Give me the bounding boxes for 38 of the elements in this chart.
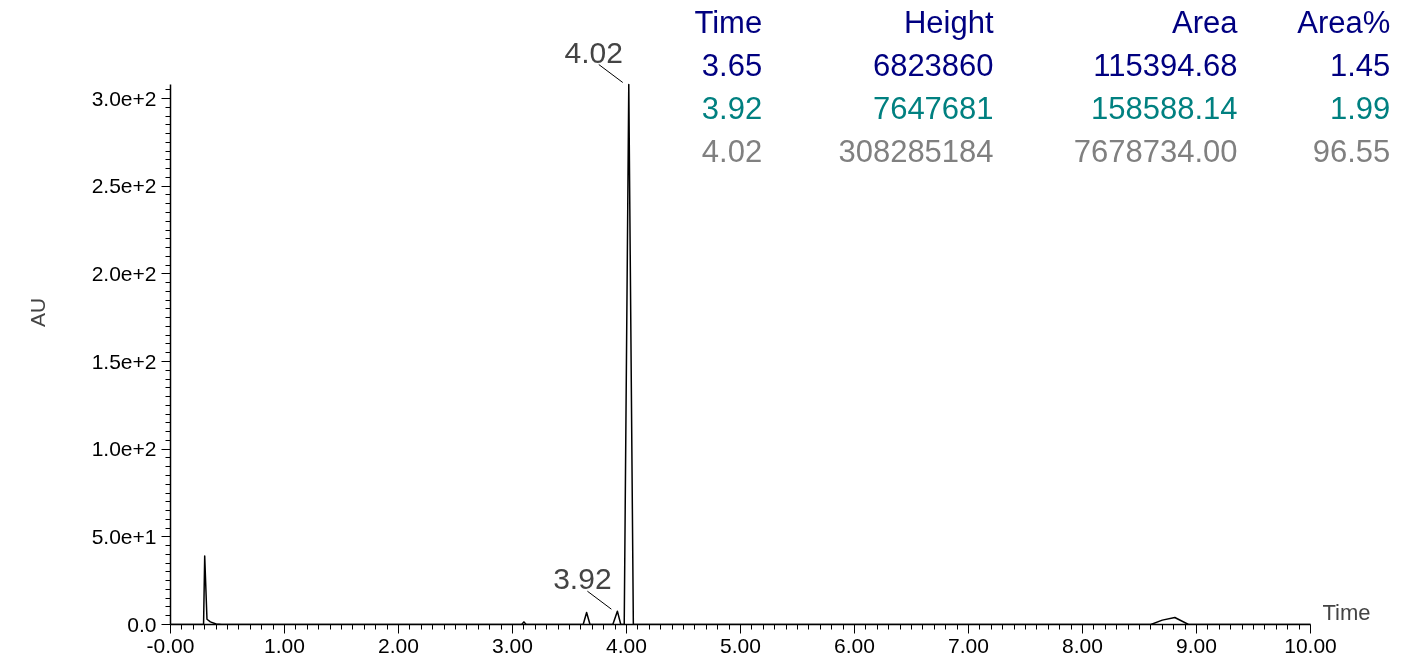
x-tick-label: -0.00 [146, 633, 195, 657]
text: 115394.68 [1093, 47, 1238, 83]
text: 3.65 [701, 47, 763, 83]
annotation: 7678734.00 [1073, 133, 1238, 169]
y-tick-label: 5.0e+1 [91, 524, 157, 548]
text: 6823860 [872, 47, 994, 83]
x-tick-label: 10.00 [1284, 633, 1337, 657]
y-tick-label: 2.5e+2 [91, 174, 157, 198]
x-tick-label: 3.00 [492, 633, 533, 657]
x-tick-label: 2.00 [378, 633, 419, 657]
y-tick-label: 1.0e+2 [91, 437, 157, 461]
annotation: 158588.14 [1091, 90, 1238, 126]
x-tick-label: 6.00 [834, 633, 875, 657]
x-tick-label: 1.00 [264, 633, 305, 657]
annotation: 308285184 [838, 133, 994, 169]
y-tick-label: 1.5e+2 [91, 349, 157, 373]
x-tick-label: 8.00 [1062, 633, 1103, 657]
y-tick-label: 0.0 [127, 612, 157, 636]
x-tick-label: 9.00 [1176, 633, 1217, 657]
text: Time [694, 5, 763, 40]
text: Area [1172, 5, 1239, 40]
x-axis-title: Time [1322, 599, 1371, 625]
x-tick-label: 5.00 [720, 633, 761, 657]
x-tick-label: 4.00 [606, 633, 647, 657]
annotation: 4.02 [701, 133, 763, 169]
text: Area% [1297, 5, 1391, 40]
annotation: 3.92 [553, 562, 612, 596]
text: Height [903, 5, 994, 40]
text: 96.55 [1312, 133, 1391, 169]
annotation: 3.92 [701, 90, 763, 126]
text: 1.45 [1329, 47, 1391, 83]
annotation: 7647681 [872, 90, 994, 126]
text: 1.99 [1329, 90, 1391, 126]
annotation: 4.02 [564, 35, 623, 69]
y-tick-label: 2.0e+2 [91, 261, 157, 285]
y-tick-label: 3.0e+2 [91, 86, 157, 110]
y-axis-title: AU [25, 297, 49, 328]
x-tick-label: 7.00 [948, 633, 989, 657]
